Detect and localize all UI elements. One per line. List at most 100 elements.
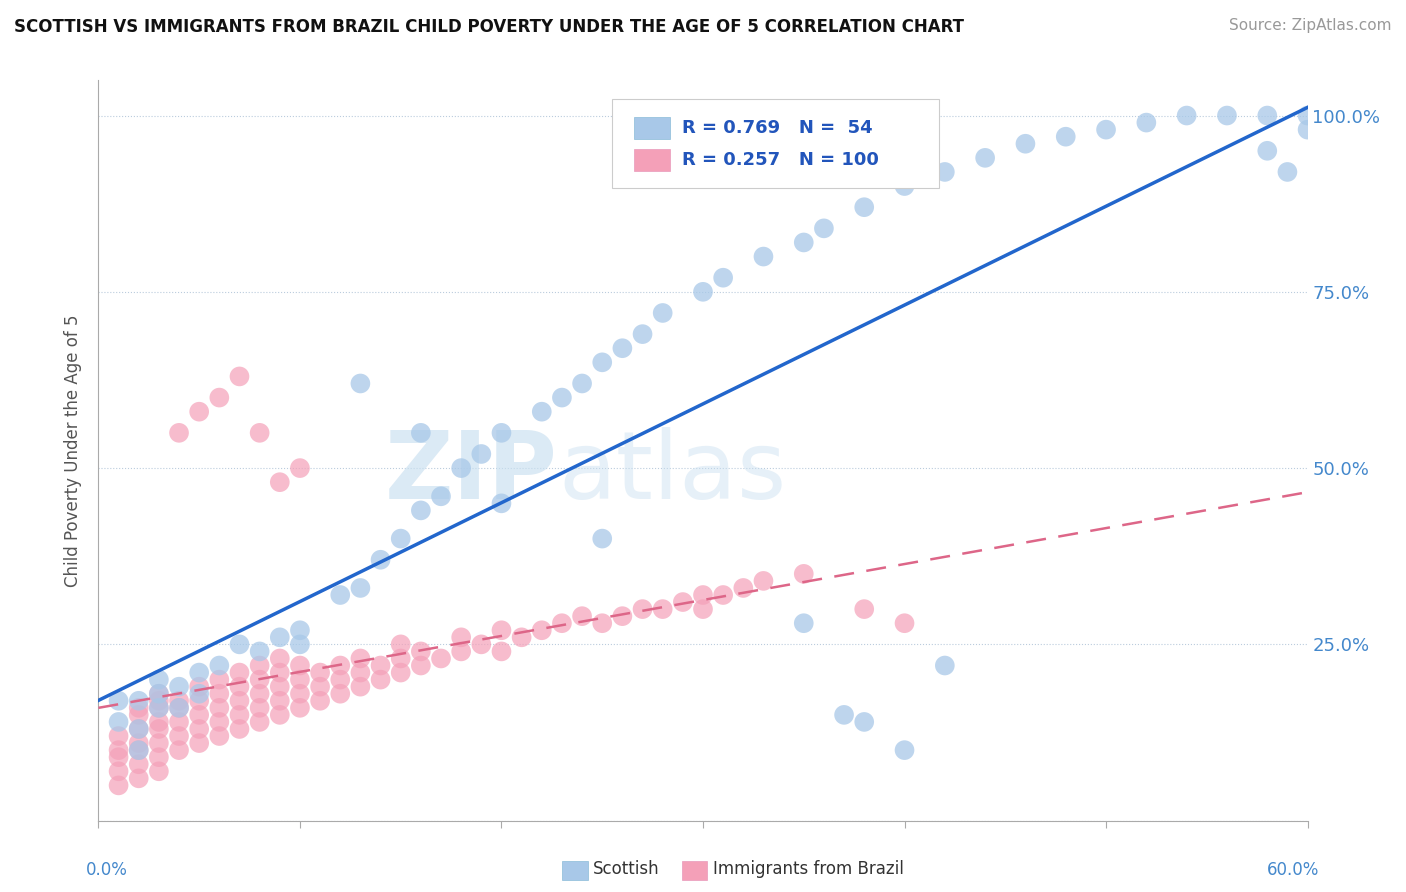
Point [934, 165, 956, 179]
Point [389, 665, 412, 680]
Point [128, 757, 150, 772]
Point [208, 391, 231, 405]
Point [733, 581, 755, 595]
Point [370, 673, 392, 687]
Point [934, 658, 956, 673]
Point [128, 743, 150, 757]
Point [530, 624, 553, 638]
Point [288, 624, 311, 638]
Point [329, 687, 352, 701]
Point [148, 750, 170, 764]
Point [793, 566, 815, 581]
Point [249, 673, 271, 687]
Point [107, 714, 129, 729]
Point [631, 327, 654, 342]
Point [228, 722, 250, 736]
Point [692, 602, 714, 616]
Point [269, 630, 291, 644]
Point [188, 736, 211, 750]
Point [832, 707, 855, 722]
Point [389, 532, 412, 546]
Point [128, 743, 150, 757]
Point [208, 673, 231, 687]
Text: Immigrants from Brazil: Immigrants from Brazil [713, 860, 904, 878]
Point [249, 644, 271, 658]
Point [1135, 115, 1157, 129]
Point [389, 651, 412, 665]
Point [1256, 144, 1278, 158]
Point [148, 673, 170, 687]
Point [107, 743, 129, 757]
Point [269, 707, 291, 722]
Point [228, 694, 250, 708]
Point [470, 637, 492, 651]
Point [450, 461, 472, 475]
Point [612, 341, 634, 355]
Point [853, 714, 876, 729]
Point [107, 764, 129, 779]
Text: 60.0%: 60.0% [1267, 862, 1320, 880]
Point [692, 588, 714, 602]
Point [450, 630, 472, 644]
Point [752, 574, 775, 588]
Point [370, 553, 392, 567]
Point [853, 200, 876, 214]
Text: ZIP: ZIP [385, 426, 558, 518]
Point [107, 750, 129, 764]
Point [349, 581, 371, 595]
Point [1175, 109, 1198, 123]
Point [389, 637, 412, 651]
Point [148, 701, 170, 715]
Point [167, 701, 190, 715]
Point [430, 651, 453, 665]
Point [551, 391, 574, 405]
Point [188, 707, 211, 722]
Point [107, 729, 129, 743]
Point [551, 616, 574, 631]
Point [167, 680, 190, 694]
Text: Scottish: Scottish [593, 860, 659, 878]
Point [167, 701, 190, 715]
Point [651, 602, 673, 616]
Point [148, 687, 170, 701]
Point [309, 680, 332, 694]
Point [148, 736, 170, 750]
Point [107, 694, 129, 708]
Point [510, 630, 533, 644]
Point [893, 616, 915, 631]
Point [329, 588, 352, 602]
Point [208, 687, 231, 701]
Point [128, 707, 150, 722]
Point [188, 687, 211, 701]
Point [167, 729, 190, 743]
Point [288, 637, 311, 651]
Point [1277, 165, 1299, 179]
Point [1216, 109, 1239, 123]
Point [148, 722, 170, 736]
Point [269, 665, 291, 680]
Point [309, 694, 332, 708]
Point [167, 743, 190, 757]
Point [349, 665, 371, 680]
Point [288, 701, 311, 715]
Point [813, 221, 835, 235]
Point [249, 425, 271, 440]
Point [269, 694, 291, 708]
Point [491, 644, 513, 658]
Point [107, 778, 129, 792]
Point [450, 644, 472, 658]
FancyBboxPatch shape [613, 99, 939, 187]
Point [148, 687, 170, 701]
Point [349, 651, 371, 665]
Point [249, 714, 271, 729]
Point [288, 658, 311, 673]
Point [148, 764, 170, 779]
Point [651, 306, 673, 320]
Y-axis label: Child Poverty Under the Age of 5: Child Poverty Under the Age of 5 [65, 314, 83, 587]
Point [974, 151, 997, 165]
Point [591, 355, 613, 369]
Point [228, 369, 250, 384]
Point [188, 722, 211, 736]
Text: R = 0.769   N =  54: R = 0.769 N = 54 [682, 119, 873, 136]
Point [167, 425, 190, 440]
